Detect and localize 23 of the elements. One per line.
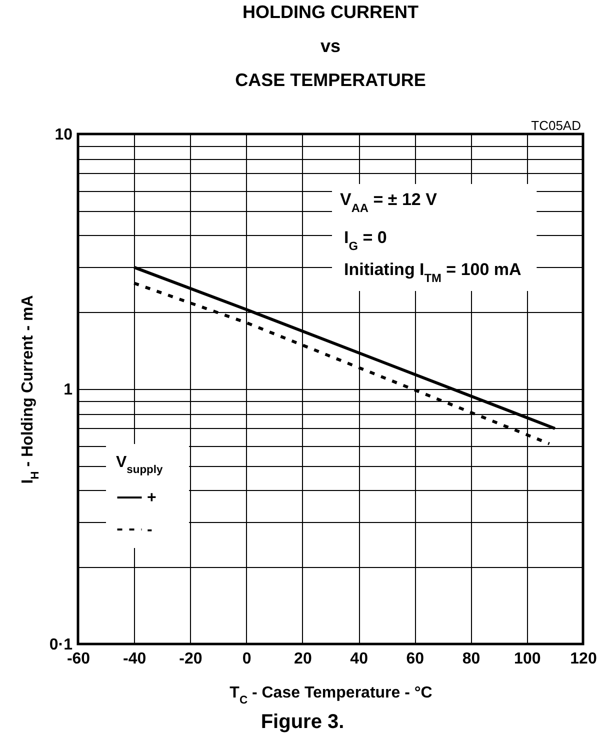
x-tick-label: -60	[66, 650, 90, 668]
text: TC05AD	[531, 118, 581, 133]
legend-title: V$_{supply}$	[116, 454, 164, 476]
x-tick-label: 40	[350, 650, 368, 668]
annotation: Initiating I$_{TM}$ = 100 mA	[344, 260, 522, 285]
y-tick-label: 0·1	[49, 636, 73, 654]
legend-label: -	[147, 522, 152, 538]
x-tick-label: -40	[123, 650, 146, 668]
x-tick-label: 120	[570, 650, 597, 668]
annotation: I$_{G}$ = 0	[344, 228, 387, 253]
annotation: V$_{AA}$ = ± 12 V	[340, 190, 438, 215]
y-tick-label: 1	[64, 382, 73, 398]
x-tick-label: 80	[462, 650, 480, 668]
x-tick-label: -20	[179, 650, 202, 668]
x-tick-label: 20	[294, 650, 312, 668]
chart-title: HOLDING CURRENT vs CASE TEMPERATURE	[235, 2, 426, 90]
legend-label: +	[147, 490, 156, 506]
x-tick-label: 0	[242, 650, 252, 668]
caption: Figure 3.	[260, 711, 344, 733]
x-tick-label: 100	[514, 650, 541, 668]
x-axis-title: T$_{C}$ - Case Temperature - °C	[230, 684, 433, 706]
y-tick-label: 10	[54, 126, 73, 144]
x-tick-label: 60	[406, 650, 424, 668]
